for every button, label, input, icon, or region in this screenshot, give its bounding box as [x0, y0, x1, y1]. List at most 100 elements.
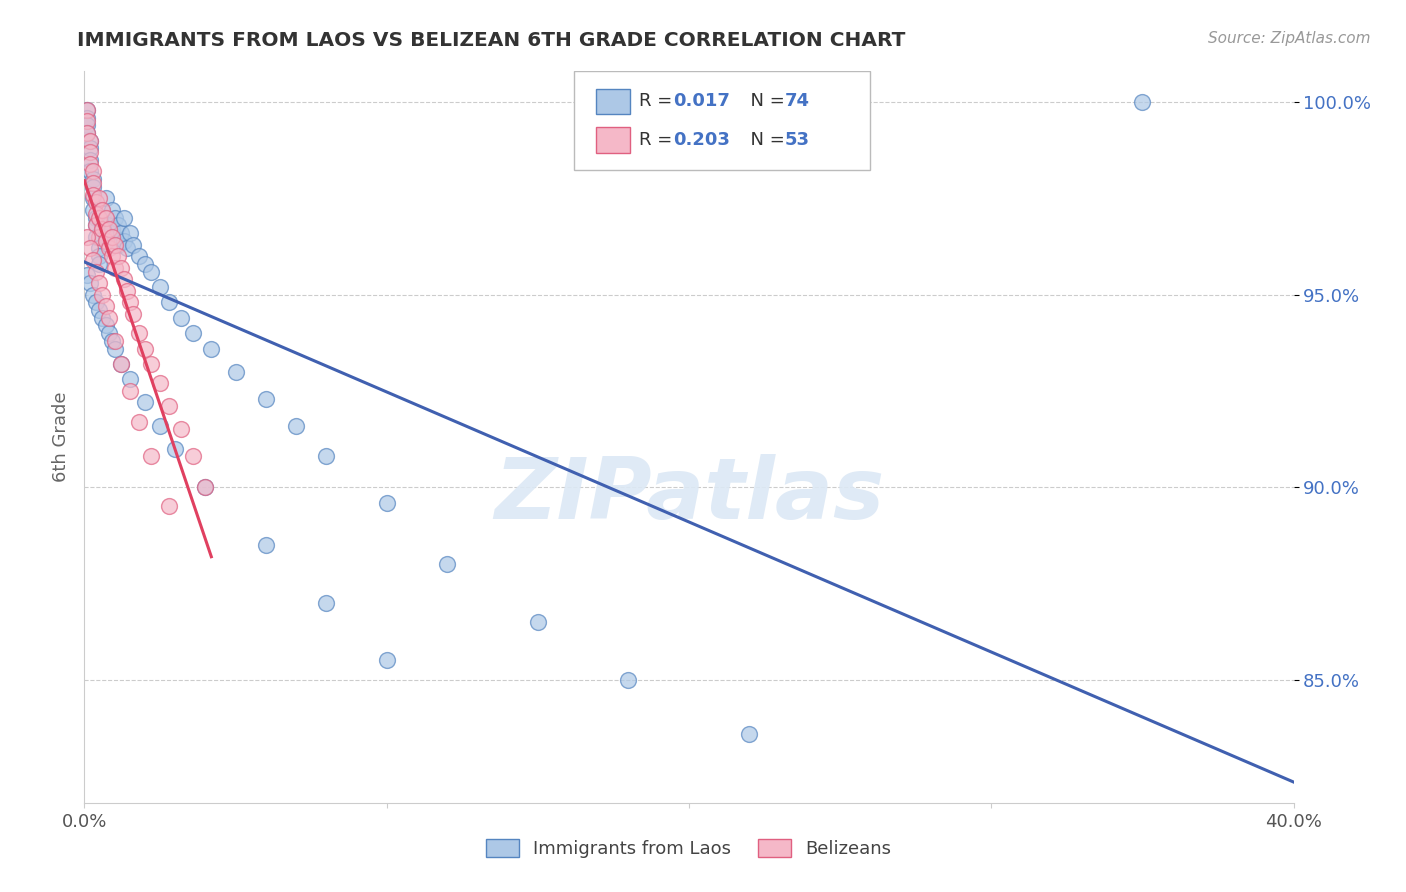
Point — [86, 230, 108, 244]
Point — [91, 219, 114, 233]
Point — [139, 264, 162, 278]
Point — [86, 195, 108, 210]
Point — [100, 202, 122, 217]
Point — [170, 310, 193, 325]
Point — [157, 399, 180, 413]
Point — [128, 415, 150, 429]
Point — [110, 357, 132, 371]
Text: 53: 53 — [785, 131, 810, 149]
Point — [118, 226, 141, 240]
Point — [82, 172, 104, 186]
Point — [79, 134, 101, 148]
Point — [79, 164, 101, 178]
Y-axis label: 6th Grade: 6th Grade — [52, 392, 70, 483]
Point — [97, 219, 120, 233]
Point — [76, 114, 98, 128]
Point — [527, 615, 550, 629]
Point — [97, 242, 120, 256]
Point — [89, 211, 111, 225]
Point — [89, 249, 111, 263]
Point — [375, 653, 398, 667]
Point — [82, 202, 104, 217]
Point — [118, 384, 141, 398]
Point — [97, 326, 120, 340]
Point — [134, 342, 156, 356]
Point — [86, 219, 108, 233]
FancyBboxPatch shape — [574, 71, 870, 170]
Point — [128, 249, 150, 263]
Point — [112, 211, 135, 225]
Point — [86, 207, 108, 221]
Point — [139, 357, 162, 371]
Point — [91, 287, 114, 301]
Point — [200, 342, 222, 356]
Point — [91, 202, 114, 217]
Point — [86, 219, 108, 233]
Point — [94, 299, 117, 313]
Text: IMMIGRANTS FROM LAOS VS BELIZEAN 6TH GRADE CORRELATION CHART: IMMIGRANTS FROM LAOS VS BELIZEAN 6TH GRA… — [77, 31, 905, 50]
Text: Source: ZipAtlas.com: Source: ZipAtlas.com — [1208, 31, 1371, 46]
Point — [86, 295, 108, 310]
Point — [86, 211, 108, 225]
Point — [94, 318, 117, 333]
Point — [157, 500, 180, 514]
Point — [118, 295, 141, 310]
Point — [375, 495, 398, 509]
Text: R =: R = — [640, 131, 678, 149]
Point — [89, 230, 111, 244]
Point — [149, 418, 172, 433]
Point — [107, 237, 129, 252]
Point — [91, 310, 114, 325]
Text: N =: N = — [738, 93, 790, 111]
Point — [104, 334, 127, 348]
Point — [79, 242, 101, 256]
Point — [139, 450, 162, 464]
Point — [100, 249, 122, 263]
Point — [134, 257, 156, 271]
Point — [104, 230, 127, 244]
Point — [97, 310, 120, 325]
Point — [100, 334, 122, 348]
Point — [149, 280, 172, 294]
Point — [225, 365, 247, 379]
Bar — [596, 89, 630, 114]
Point — [110, 226, 132, 240]
Point — [104, 211, 127, 225]
Point — [76, 126, 98, 140]
Point — [82, 191, 104, 205]
Point — [315, 596, 337, 610]
Point — [165, 442, 187, 456]
Point — [1130, 95, 1153, 110]
Point — [254, 538, 277, 552]
Point — [97, 222, 120, 236]
Point — [82, 176, 104, 190]
Point — [89, 303, 111, 318]
Point — [107, 219, 129, 233]
Point — [181, 326, 204, 340]
Point — [157, 295, 180, 310]
Point — [76, 230, 98, 244]
Point — [94, 230, 117, 244]
Point — [86, 264, 108, 278]
Point — [110, 260, 132, 275]
Point — [181, 450, 204, 464]
Point — [112, 272, 135, 286]
Point — [76, 126, 98, 140]
Point — [436, 557, 458, 571]
Text: 0.203: 0.203 — [673, 131, 730, 149]
Point — [115, 284, 138, 298]
Point — [94, 191, 117, 205]
Point — [76, 118, 98, 132]
Point — [89, 242, 111, 256]
Point — [149, 376, 172, 391]
Point — [91, 202, 114, 217]
Point — [285, 418, 308, 433]
Point — [79, 145, 101, 160]
Point — [82, 187, 104, 202]
Point — [121, 237, 143, 252]
Text: 0.017: 0.017 — [673, 93, 730, 111]
Point — [617, 673, 640, 687]
Point — [104, 260, 127, 275]
Point — [194, 480, 217, 494]
Point — [82, 164, 104, 178]
